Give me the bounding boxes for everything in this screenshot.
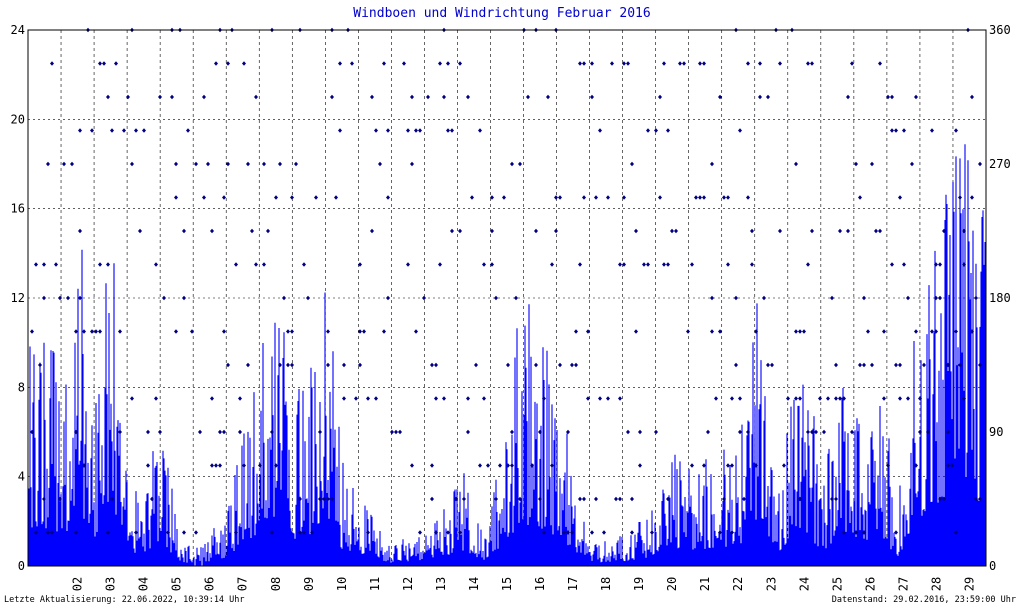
y-left-tick-label: 8 — [18, 380, 25, 394]
footer-last-update: Letzte Aktualisierung: 22.06.2022, 10:39… — [4, 595, 245, 605]
y-right-tick-label: 90 — [989, 425, 1003, 439]
x-tick-label: 07 — [236, 577, 250, 591]
y-left-tick-label: 0 — [18, 559, 25, 573]
x-tick-label: 14 — [467, 577, 481, 591]
x-tick-label: 23 — [764, 577, 778, 591]
x-tick-label: 08 — [269, 577, 283, 591]
x-tick-label: 16 — [533, 577, 547, 591]
x-tick-label: 28 — [929, 577, 943, 591]
x-tick-label: 27 — [896, 577, 910, 591]
x-tick-label: 22 — [731, 577, 745, 591]
y-left-tick-label: 12 — [11, 291, 25, 305]
gust-line — [28, 144, 986, 566]
gust-series — [28, 144, 986, 566]
chart-title: Windboen und Windrichtung Februar 2016 — [353, 6, 650, 21]
x-tick-label: 17 — [566, 577, 580, 591]
x-tick-label: 05 — [170, 577, 184, 591]
x-tick-label: 06 — [203, 577, 217, 591]
y-right-tick-label: 270 — [989, 157, 1011, 171]
x-tick-label: 03 — [104, 577, 118, 591]
x-tick-label: 20 — [665, 577, 679, 591]
y-axis-left: 0 4 8 12 16 20 24 — [11, 23, 25, 573]
x-tick-label: 13 — [434, 577, 448, 591]
y-axis-right: 0 90 180 270 360 — [989, 23, 1011, 573]
x-tick-label: 02 — [71, 577, 85, 591]
x-tick-label: 26 — [863, 577, 877, 591]
x-tick-label: 10 — [335, 577, 349, 591]
x-tick-label: 21 — [698, 577, 712, 591]
x-tick-label: 25 — [830, 577, 844, 591]
y-right-tick-label: 0 — [989, 559, 996, 573]
y-right-tick-label: 360 — [989, 23, 1011, 37]
y-right-tick-label: 180 — [989, 291, 1011, 305]
plot-frame — [27, 29, 987, 567]
x-tick-label: 11 — [368, 577, 382, 591]
x-tick-label: 24 — [797, 577, 811, 591]
x-tick-label: 09 — [302, 577, 316, 591]
y-left-tick-label: 24 — [11, 23, 25, 37]
y-left-tick-label: 4 — [18, 470, 25, 484]
y-left-tick-label: 16 — [11, 202, 25, 216]
x-axis: 02 03 04 05 06 07 08 09 10 11 12 13 14 15 16 17 18 19 20 21… — [71, 577, 977, 591]
x-tick-label: 04 — [137, 577, 151, 591]
y-left-tick-label: 20 — [11, 112, 25, 126]
footer-data-status: Datenstand: 29.02.2016, 23:59:00 Uhr — [832, 595, 1016, 605]
x-tick-label: 18 — [599, 577, 613, 591]
x-tick-label: 12 — [401, 577, 415, 591]
x-tick-label: 15 — [500, 577, 514, 591]
x-tick-label: 29 — [962, 577, 976, 591]
x-tick-label: 19 — [632, 577, 646, 591]
